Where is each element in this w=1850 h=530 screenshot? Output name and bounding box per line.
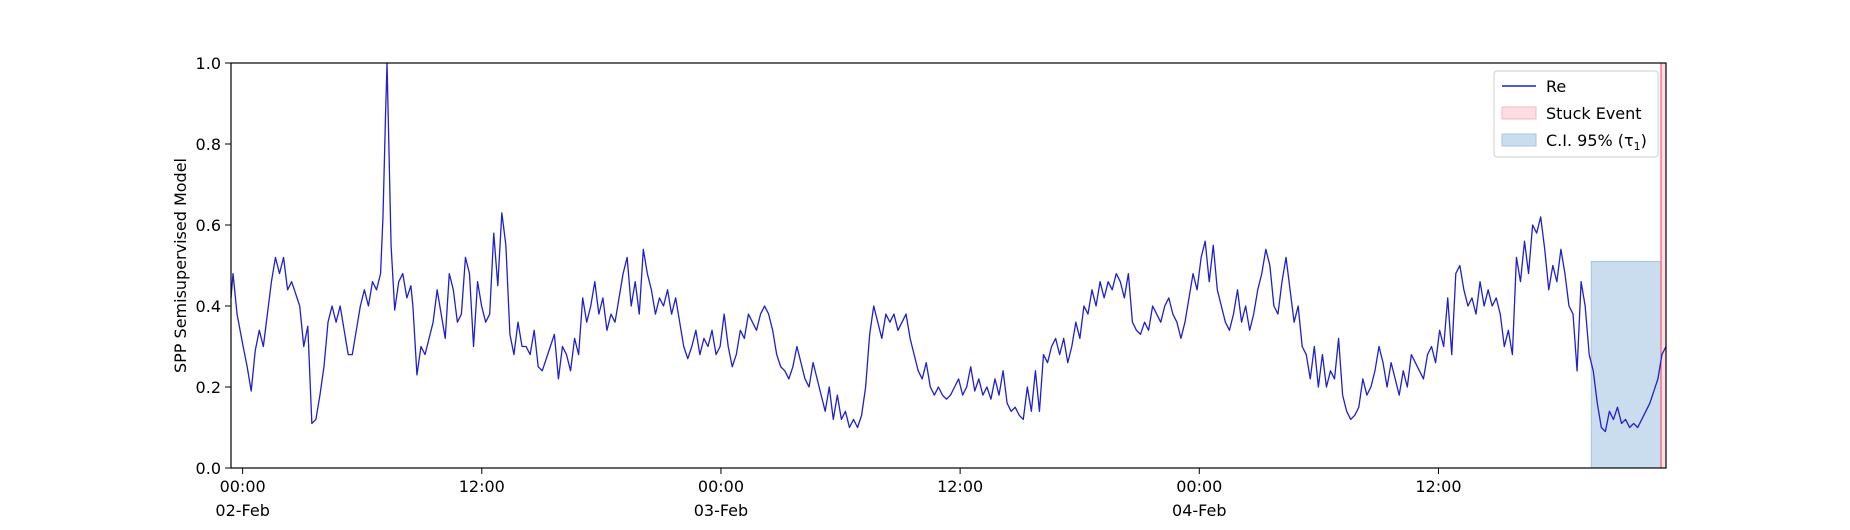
y-tick-label: 0.0 (196, 459, 221, 478)
x-tick-label: 00:00 (220, 477, 266, 496)
x-tick-label: 12:00 (459, 477, 505, 496)
legend-label-subscript: 1 (1634, 140, 1641, 153)
y-tick-label: 0.4 (196, 297, 221, 316)
x-tick-label: 03-Feb (694, 501, 748, 520)
legend-label: Re (1546, 77, 1566, 96)
legend-label: C.I. 95% (τ1) (1546, 131, 1647, 153)
y-tick-label: 1.0 (196, 54, 221, 73)
shaded-region-1 (1660, 62, 1667, 469)
legend-patch-swatch (1501, 106, 1537, 120)
x-tick-label: 12:00 (1415, 477, 1461, 496)
x-tick-label: 00:00 (698, 477, 744, 496)
legend: Re Stuck Event C.I. 95% (τ1) (1493, 70, 1659, 158)
shaded-regions (1590, 62, 1667, 469)
y-tick-label: 0.8 (196, 135, 221, 154)
x-axis: 00:0002-Feb190012:0000:0003-Feb12:0000:0… (215, 468, 1462, 530)
legend-label-suffix: ) (1641, 131, 1647, 150)
y-tick-label: 0.6 (196, 216, 221, 235)
series-line-0 (230, 62, 1667, 433)
y-axis-label: SPP Semisupervised Model (171, 158, 190, 373)
x-tick-label: 02-Feb (215, 501, 269, 520)
legend-label: Stuck Event (1546, 104, 1642, 123)
y-tick-label: 0.2 (196, 378, 221, 397)
plot-frame (230, 62, 1667, 469)
shaded-region-0 (1590, 260, 1667, 469)
x-tick-label: 00:00 (1176, 477, 1222, 496)
legend-patch-swatch (1501, 133, 1537, 147)
y-axis: 0.0 0.2 0.4 0.6 0.8 1.0 (196, 54, 231, 478)
series-layer (230, 62, 1667, 433)
x-tick-label: 12:00 (937, 477, 983, 496)
x-tick-label: 04-Feb (1172, 501, 1226, 520)
